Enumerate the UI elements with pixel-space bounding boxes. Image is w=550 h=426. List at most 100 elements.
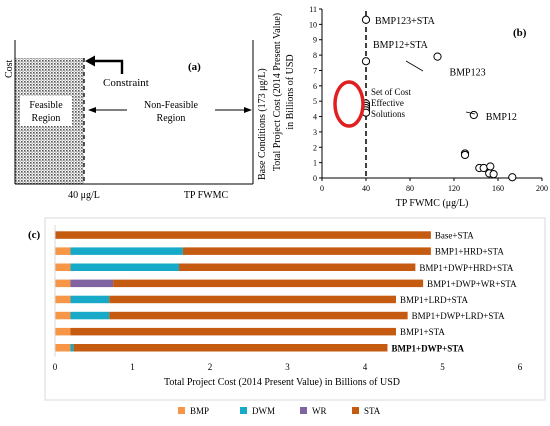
bar-segment-sta xyxy=(73,344,388,352)
constraint-label: Constraint xyxy=(103,77,149,89)
panel-a: Cost (a) Constraint Feasible Region Non-… xyxy=(4,40,268,201)
feasible-label-bg xyxy=(20,96,72,126)
panel-b-label: (b) xyxy=(513,27,527,39)
legend-swatch-sta xyxy=(352,407,359,414)
scatter-point xyxy=(469,110,478,120)
panel-c-label: (c) xyxy=(28,229,41,241)
x-tick-label: 1 xyxy=(130,362,135,372)
bar-category-label: Base+STA xyxy=(435,231,474,241)
x-tick-label: 80 xyxy=(406,184,414,193)
bar-segment-bmp xyxy=(55,311,71,320)
bar-segment-sta xyxy=(55,231,431,239)
y-tick-label: 5 xyxy=(313,97,317,106)
scatter-point xyxy=(460,150,470,160)
y-tick-label: 1 xyxy=(313,159,317,168)
panel-a-x-label: TP FWMC xyxy=(184,190,229,201)
y-tick-label: 3 xyxy=(313,128,317,137)
scatter-point xyxy=(361,57,371,66)
bar-category-label: BMP1+HRD+STA xyxy=(435,247,504,257)
bar-segment-sta xyxy=(70,327,396,336)
y-tick-label: 4 xyxy=(313,113,317,122)
legend-label-bmp: BMP xyxy=(190,406,209,416)
scatter-point xyxy=(508,173,517,182)
panel-b-y-label-line2: in Billions of USD xyxy=(285,54,296,129)
bar-segment-bmp xyxy=(55,295,71,304)
bar-segment-sta xyxy=(182,247,431,255)
annotation-line2: Effective xyxy=(371,98,404,108)
nonfeasible-label-line2: Region xyxy=(157,113,186,124)
bar-segment-wr xyxy=(70,279,114,288)
annotation-line3: Solutions xyxy=(371,109,406,119)
x-tick-label: 0 xyxy=(53,362,58,372)
y-tick-label: 10 xyxy=(309,20,317,29)
x-tick-label: 200 xyxy=(536,184,548,193)
threshold-label: 40 μg/L xyxy=(68,190,100,201)
scatter-point xyxy=(433,52,442,61)
panel-c-bars: Base+STA BMP1+HRD+STA BMP1+DWP+HRD+STA BMP1… xyxy=(54,225,517,357)
scatter-point-label: BMP12+STA xyxy=(373,40,429,51)
bmp123-leader-line xyxy=(405,60,424,72)
nonfeasible-label-bg xyxy=(127,96,215,126)
panel-a-label: (a) xyxy=(188,61,201,73)
x-tick-label: 2 xyxy=(208,362,213,372)
bar-category-label: BMP1+LRD+STA xyxy=(400,295,468,305)
bar-category-label: BMP1+DWP+STA xyxy=(391,343,464,353)
scatter-point xyxy=(361,15,371,24)
scatter-point xyxy=(489,170,498,179)
legend-swatch-dwm xyxy=(240,407,247,414)
bar-segment-dwm xyxy=(70,263,179,271)
bmp12-leader-line xyxy=(465,111,476,115)
feasible-label-line1: Feasible xyxy=(29,100,63,111)
bar-category-label: BMP1+DWP+HRD+STA xyxy=(419,263,514,273)
nonfeasible-arrowhead-right xyxy=(244,107,252,113)
scatter-point-label: BMP123+STA xyxy=(375,16,436,27)
bar-category-label: BMP1+DWP+WR+STA xyxy=(427,279,517,289)
bar-segment-bmp xyxy=(55,327,71,336)
panel-b-points: BMP123+STA BMP12+STA BMP123 BMP12 xyxy=(361,15,517,182)
y-tick-label: 7 xyxy=(313,66,317,75)
y-tick-label: 9 xyxy=(313,36,317,45)
annotation-line1: Set of Cost xyxy=(371,87,412,97)
x-tick-label: 4 xyxy=(363,362,368,372)
bar-segment-bmp xyxy=(55,263,71,271)
bar-segment-sta xyxy=(109,295,396,304)
nonfeasible-label-line1: Non-Feasible xyxy=(144,100,198,111)
y-tick-label: 6 xyxy=(313,82,317,91)
bar-segment-sta xyxy=(113,279,424,288)
panel-c-legend: BMP DWM WR STA xyxy=(178,406,381,416)
base-conditions-label: Base Conditions (173 μg/L) xyxy=(257,68,268,180)
x-tick-label: 5 xyxy=(440,362,445,372)
highlight-ellipse xyxy=(333,80,365,128)
panel-b-x-label: TP FWMC (μg/L) xyxy=(396,198,469,209)
bar-segment-dwm xyxy=(70,295,110,304)
bar-segment-sta xyxy=(109,311,408,320)
panel-a-y-label: Cost xyxy=(4,59,15,78)
nonfeasible-arrowhead-left xyxy=(88,107,96,113)
scatter-point-label: BMP12 xyxy=(486,112,517,123)
feasible-label-line2: Region xyxy=(32,113,61,124)
bar-segment-sta xyxy=(179,263,416,271)
x-tick-label: 160 xyxy=(492,184,504,193)
x-tick-label: 40 xyxy=(362,184,370,193)
x-tick-label: 120 xyxy=(448,184,460,193)
bar-segment-dwm xyxy=(70,311,110,320)
x-tick-label: 6 xyxy=(518,362,523,372)
constraint-arrowhead xyxy=(85,55,95,67)
y-tick-label: 11 xyxy=(309,5,317,14)
panel-c-x-label: Total Project Cost (2014 Present Value) … xyxy=(164,377,400,388)
x-tick-label: 0 xyxy=(320,184,324,193)
bar-segment-dwm xyxy=(70,247,183,255)
panel-c-x-ticks: 0 1 2 3 4 5 6 xyxy=(53,362,523,372)
constraint-arrow xyxy=(93,59,124,74)
bar-category-label: BMP1+STA xyxy=(400,327,445,337)
panel-c: (c) Base+STA BMP1+HRD+STA BMP1+DWP+HRD+STA… xyxy=(28,217,546,416)
panel-b-y-label-line1: Total Project Cost (2014 Present Value) xyxy=(272,13,283,171)
scatter-point-label: BMP123 xyxy=(450,68,486,79)
scatter-point xyxy=(479,163,488,173)
legend-label-sta: STA xyxy=(364,406,381,416)
bar-segment-bmp xyxy=(55,279,71,288)
bar-category-label: BMP1+DWP+LRD+STA xyxy=(412,311,506,321)
legend-swatch-wr xyxy=(300,407,307,414)
